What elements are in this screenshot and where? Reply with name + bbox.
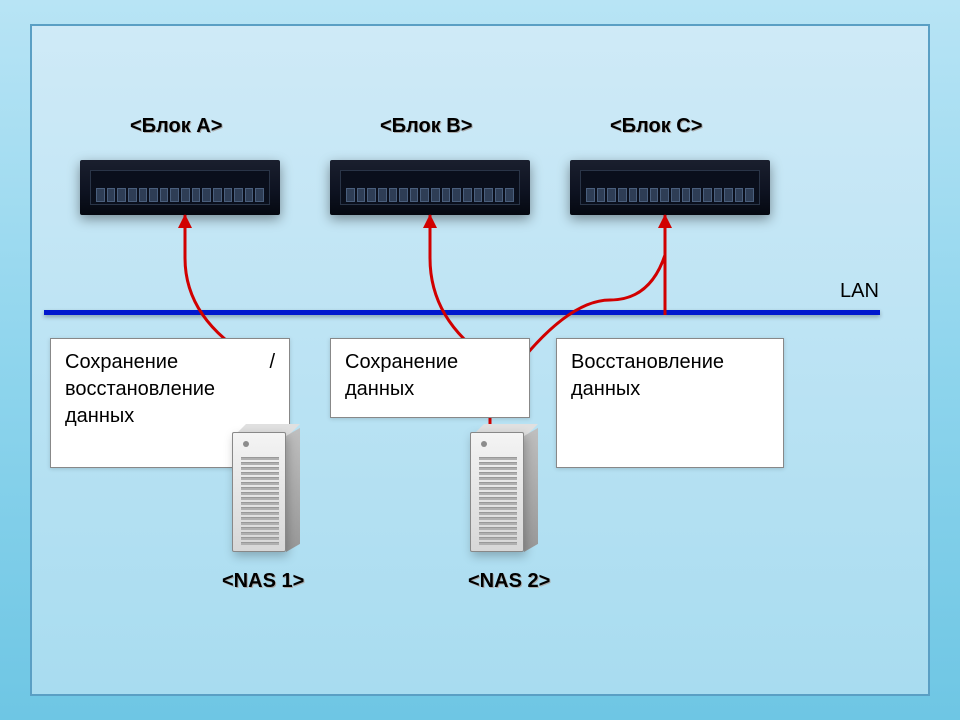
server-bays: [241, 457, 279, 545]
block-c-ports: [586, 188, 754, 202]
block-b-device: [330, 160, 530, 215]
server-body: [232, 432, 286, 552]
nas1-label: <NAS 1>: [222, 570, 304, 593]
server-led: [481, 441, 487, 447]
server-body: [470, 432, 524, 552]
server-side: [286, 428, 300, 552]
server-led: [243, 441, 249, 447]
nas1-server: [232, 432, 286, 552]
lan-label: LAN: [840, 280, 879, 303]
caption-c: Восстановление данных: [556, 338, 784, 468]
nas2-label: <NAS 2>: [468, 570, 550, 593]
block-a-device: [80, 160, 280, 215]
lan-line: [44, 310, 880, 315]
caption-b: Сохранение данных: [330, 338, 530, 418]
block-a-label: <Блок A>: [130, 115, 222, 138]
server-bays: [479, 457, 517, 545]
block-c-device: [570, 160, 770, 215]
nas2-server: [470, 432, 524, 552]
block-b-label: <Блок B>: [380, 115, 472, 138]
server-side: [524, 428, 538, 552]
block-c-label: <Блок C>: [610, 115, 702, 138]
block-b-ports: [346, 188, 514, 202]
block-a-ports: [96, 188, 264, 202]
